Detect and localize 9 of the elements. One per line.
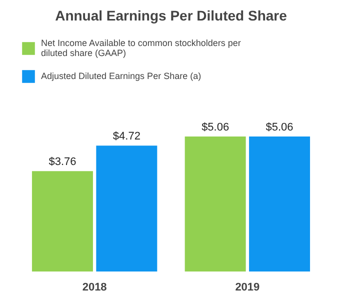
data-label: $5.06 bbox=[266, 122, 294, 134]
x-tick-label: 2018 bbox=[82, 282, 107, 293]
chart-title: Annual Earnings Per Diluted Share bbox=[55, 8, 288, 24]
data-label: $5.06 bbox=[202, 122, 230, 134]
x-tick-label: 2019 bbox=[235, 282, 260, 293]
legend-label: Adjusted Diluted Earnings Per Share (a) bbox=[41, 71, 202, 81]
data-label: $4.72 bbox=[112, 130, 140, 143]
legend-label: Net Income Available to common stockholders per diluted share (GAAP) bbox=[41, 38, 241, 58]
data-label: $3.76 bbox=[48, 156, 76, 168]
